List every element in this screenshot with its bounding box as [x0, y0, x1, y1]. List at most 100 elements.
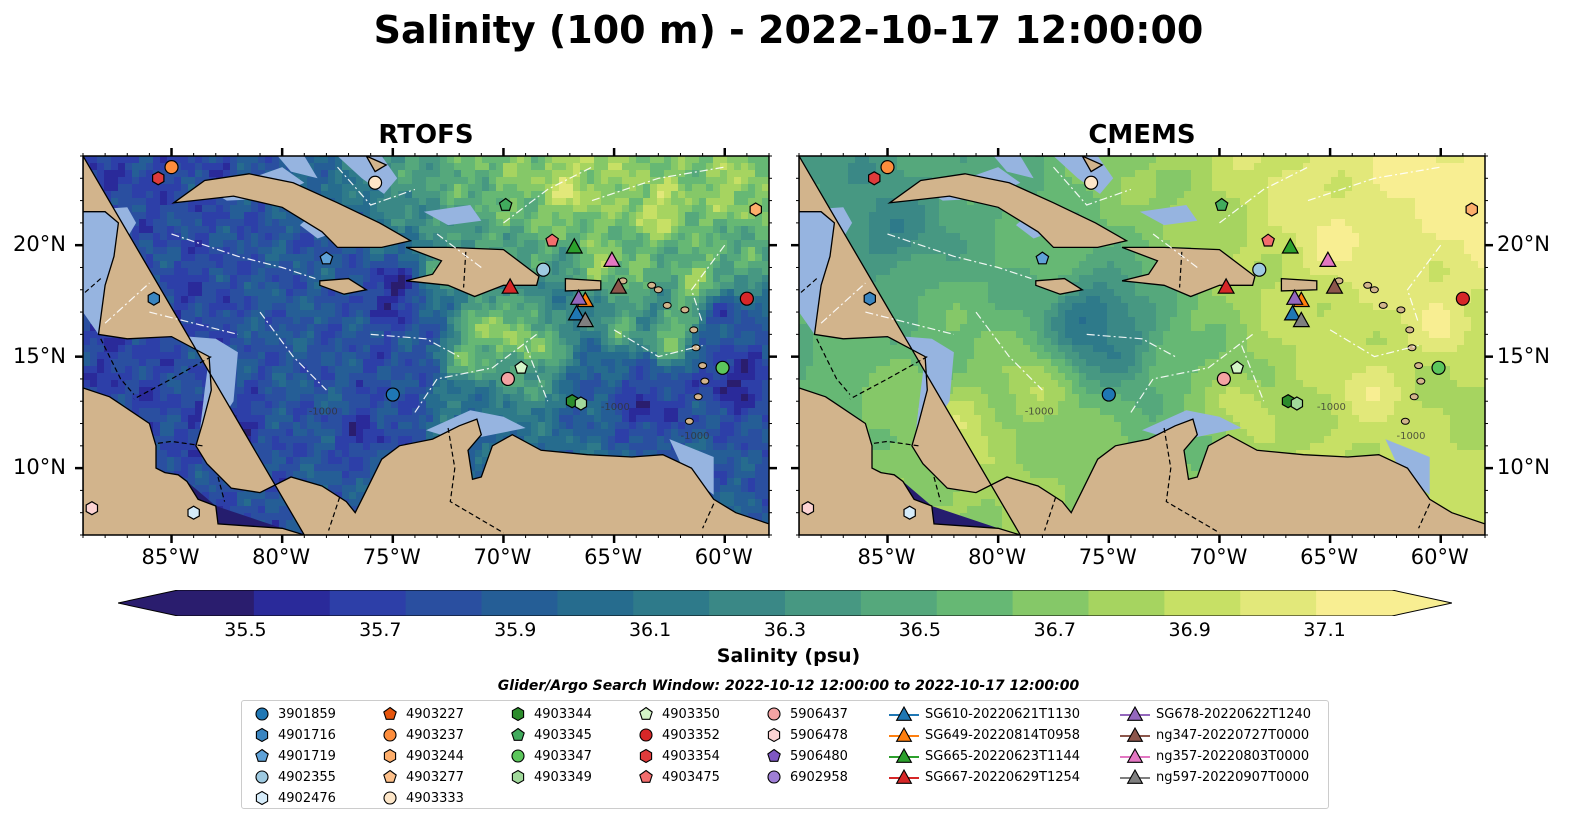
legend-marker — [383, 706, 397, 720]
marker-4901719 — [1035, 251, 1050, 265]
search-window-label: Glider/Argo Search Window: 2022-10-12 12… — [497, 678, 1080, 694]
marker-SG610-20220621T1130 — [567, 304, 586, 321]
marker-4903333 — [368, 175, 383, 190]
land-bahamas2 — [1081, 156, 1104, 173]
legend-item: ng357-20220803T0000 — [1120, 746, 1309, 766]
colorbar-tick-label: 36.3 — [763, 619, 807, 641]
colorbar-tick-label: 35.5 — [224, 619, 267, 641]
legend-marker — [1120, 705, 1150, 721]
land-jamaica — [1035, 277, 1085, 295]
legend-label: 4903277 — [406, 769, 464, 785]
legend-marker — [255, 727, 269, 743]
lon-tick-label: 65°W — [584, 545, 643, 569]
isobath-label: -1000 — [601, 402, 630, 413]
legend-item: 4903475 — [636, 767, 720, 787]
colorbar-title: Salinity (psu) — [716, 645, 861, 667]
marker-4902476 — [903, 505, 916, 520]
colorbar — [118, 590, 1452, 616]
legend-item: SG665-20220623T1144 — [889, 746, 1080, 766]
lat-tick-label: 20°N — [1497, 232, 1550, 257]
colorbar-bin — [1012, 590, 1089, 616]
legend-item: 4903333 — [380, 788, 464, 808]
marker-4903354 — [868, 171, 881, 186]
legend-marker — [639, 748, 653, 764]
colorbar-bin — [1088, 590, 1165, 616]
legend-item: ng597-20220907T0000 — [1120, 767, 1309, 787]
legend-item: SG667-20220629T1254 — [889, 767, 1080, 787]
marker-4903350 — [514, 360, 529, 374]
land-hispaniola — [405, 246, 540, 298]
legend-marker — [767, 748, 781, 762]
land-jamaica — [319, 277, 369, 295]
colorbar-bin — [329, 590, 407, 616]
marker-4903333 — [1084, 175, 1099, 190]
legend-marker — [639, 706, 653, 720]
marker-SG665-20220623T1144 — [1281, 237, 1300, 254]
panel-title-rtofs: RTOFS — [378, 120, 474, 150]
marker-4901719 — [319, 251, 334, 265]
colorbar-tick-label: 35.7 — [359, 619, 402, 641]
legend-item: 4901716 — [252, 725, 336, 745]
legend-label: SG678-20220622T1240 — [1156, 706, 1312, 722]
marker-SG678-20220622T1240 — [1285, 288, 1304, 305]
figure-title: Salinity (100 m) - 2022-10-17 12:00:00 — [373, 8, 1204, 52]
legend-item: 5906480 — [764, 746, 848, 766]
colorbar-bin — [557, 590, 634, 616]
lon-tick-label: 70°W — [1189, 545, 1248, 569]
legend-item: 4903237 — [380, 725, 464, 745]
legend-label: ng357-20220803T0000 — [1156, 748, 1310, 764]
isobath-label: -1000 — [1317, 402, 1346, 413]
legend-item: 4903277 — [380, 767, 464, 787]
lon-tick-label: 85°W — [857, 545, 916, 569]
marker-ng357-20220803T0000 — [1318, 250, 1337, 267]
legend-marker — [767, 727, 781, 743]
marker-4903345 — [1214, 197, 1229, 211]
marker-4903345 — [498, 197, 513, 211]
legend-label: 5906480 — [790, 748, 848, 764]
colorbar-bin — [633, 590, 710, 616]
lon-tick-label: 80°W — [252, 545, 311, 569]
legend-marker — [889, 726, 919, 742]
marker-4903237 — [164, 160, 179, 175]
legend-item: 4903354 — [636, 746, 720, 766]
land-bahamas2 — [365, 156, 388, 173]
lat-tick-label: 15°N — [1497, 343, 1550, 368]
marker-SG678-20220622T1240 — [569, 288, 588, 305]
legend-marker — [639, 769, 653, 783]
legend-label: 4903475 — [662, 769, 720, 785]
legend-label: 4903349 — [534, 769, 592, 785]
marker-4902476 — [187, 505, 200, 520]
colorbar-tick-label: 36.7 — [1033, 619, 1076, 641]
land-hispaniola — [1121, 246, 1256, 298]
legend-marker — [889, 768, 919, 784]
legend-label: 4902476 — [278, 790, 336, 806]
legend-item: ng347-20220727T0000 — [1120, 725, 1309, 745]
marker-3901859 — [1101, 387, 1116, 402]
legend-marker — [511, 769, 525, 785]
marker-4903244 — [1465, 202, 1478, 217]
legend-label: 4901719 — [278, 748, 336, 764]
legend-item: 3901859 — [252, 704, 336, 724]
legend-marker — [1120, 768, 1150, 784]
land-cuba — [171, 173, 413, 249]
legend-marker — [511, 749, 525, 763]
marker-4903350 — [1230, 360, 1245, 374]
isobath-label: -1000 — [309, 407, 338, 418]
lat-tick-label: 15°N — [13, 343, 66, 368]
legend-label: SG667-20220629T1254 — [925, 769, 1081, 785]
marker-4901716 — [147, 291, 160, 306]
legend-label: SG610-20220621T1130 — [925, 706, 1081, 722]
marker-4903349 — [1290, 396, 1304, 411]
lon-tick-label: 70°W — [473, 545, 532, 569]
legend-label: 4902355 — [278, 769, 336, 785]
legend-item: 5906478 — [764, 725, 848, 745]
legend-item: SG610-20220621T1130 — [889, 704, 1080, 724]
salinity-field: -1000 -1000 -1000 — [83, 156, 769, 535]
legend-marker — [767, 707, 781, 721]
legend-marker — [383, 728, 397, 742]
legend-item: 4902355 — [252, 767, 336, 787]
marker-ng357-20220803T0000 — [602, 250, 621, 267]
colorbar-tick-label: 36.9 — [1168, 619, 1211, 641]
marker-5906437 — [1216, 371, 1231, 387]
legend-label: SG649-20220814T0958 — [925, 727, 1081, 743]
